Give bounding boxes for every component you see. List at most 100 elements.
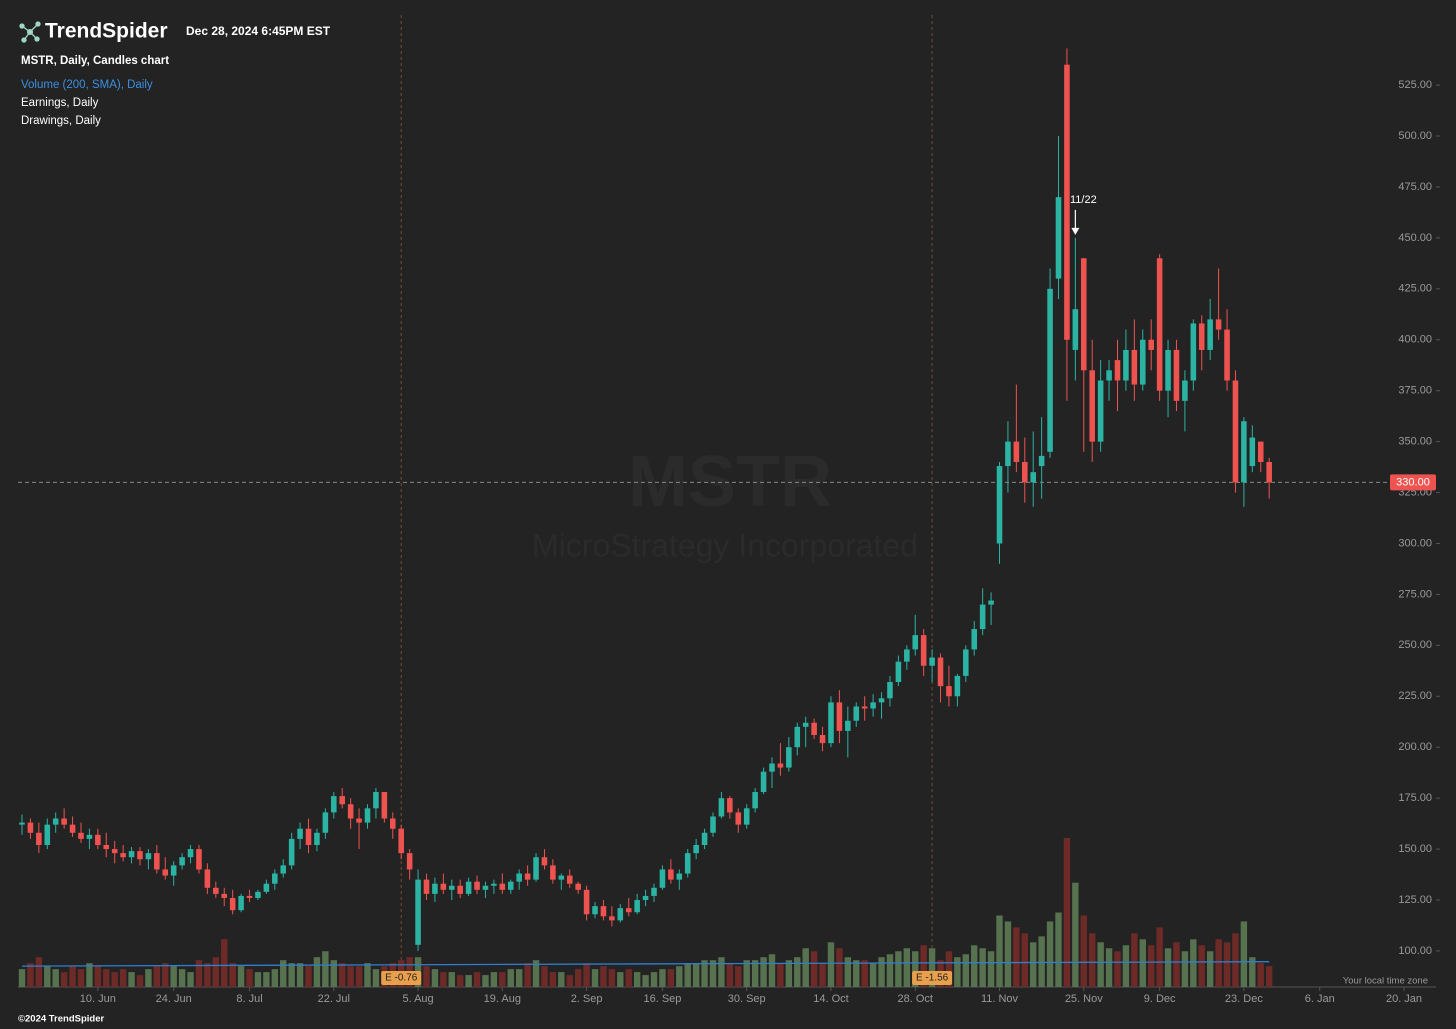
candle-body [600,906,607,917]
candle-body [78,832,84,839]
volume-bar [1063,838,1071,987]
candle-body [870,702,876,709]
candle-body [920,635,927,666]
y-tick-label: 200.00 [1398,741,1432,753]
x-tick-label: 19. Aug [484,993,521,1005]
volume-bar [136,975,144,987]
x-tick-label: 10. Jun [80,993,116,1005]
volume-bar [1013,927,1020,987]
candle-body [710,816,716,833]
candle-body [727,798,733,813]
volume-bar [642,975,649,987]
volume-bar [794,957,801,987]
volume-bar [246,969,253,987]
volume-bar [364,963,371,987]
y-tick-label: 175.00 [1398,792,1432,804]
candle-body [491,883,497,886]
volume-bar [322,951,329,987]
y-tick-label: 375.00 [1398,385,1432,397]
volume-bar [524,963,531,987]
volume-bar [996,915,1003,987]
annotation-arrowhead [1071,227,1080,235]
candle-body [19,822,25,825]
candle-body [221,893,228,898]
x-tick-label: 8. Jul [236,993,262,1005]
candle-body [583,889,590,915]
volume-bar [1114,951,1121,987]
candle-body [288,838,295,866]
candle-body [305,828,312,845]
candle-body [971,629,978,650]
volume-bar [1181,951,1189,987]
candle-body [339,796,346,805]
brand: TrendSpider [45,20,168,43]
candle-body [929,657,935,666]
volume-bar [187,972,194,987]
y-tick-label: 150.00 [1398,843,1432,855]
candles [19,48,1272,951]
volume-bar [52,969,59,987]
volume-bar [1046,921,1054,987]
volume-bar [263,972,270,987]
candle-body [1249,437,1256,467]
volume-bar [617,972,624,987]
volume-bar [591,969,599,987]
volume-bar [1131,933,1138,987]
volume-bar [726,963,734,987]
candle-body [1215,319,1222,330]
candle-body [1047,288,1053,452]
candle-body [979,604,986,630]
y-tick-label: 250.00 [1398,639,1432,651]
volume-bar [836,948,843,987]
volume-bar [456,975,464,987]
volume-bar [44,966,51,987]
volume-bar [709,960,717,987]
volume-bar [827,942,835,987]
volume-bar [153,966,161,987]
volume-bar [1097,942,1104,987]
candle-body [1114,360,1121,381]
candle-body [69,824,76,833]
volume-bar [103,969,110,987]
candle-body [1165,349,1171,391]
volume-bar [296,963,304,987]
y-tick-label: 100.00 [1398,945,1432,957]
candle-body [322,812,329,833]
candle-body [684,853,691,874]
volume-bar [1089,933,1096,987]
volume-bar [1198,945,1205,987]
candle-body [1241,421,1247,483]
candle-body [575,883,581,890]
volume-bar [1139,939,1146,987]
volume-bar [178,969,186,987]
candle-body [1131,349,1138,385]
candle-body [1013,441,1020,462]
volume-bar [330,960,337,987]
x-tick-label: 24. Jun [156,993,192,1005]
volume-bar [1105,948,1113,987]
volume-bar [1249,957,1256,987]
volume-bar [465,975,472,987]
y-tick-label: 425.00 [1398,283,1432,295]
volume-bar [111,972,118,987]
volume-bar [162,963,169,987]
volume-bar [1164,948,1172,987]
candle-body [44,824,51,845]
candle-body [103,844,110,850]
candle-body [777,763,784,768]
volume-bar [903,948,911,987]
candle-body [1005,441,1011,467]
y-tick-label: 450.00 [1398,232,1432,244]
candle-body [381,792,388,819]
candle-body [204,869,211,888]
candle-body [95,834,101,845]
candle-body [550,865,556,880]
candle-body [1148,339,1154,350]
volume-bar [979,948,986,987]
timestamp: Dec 28, 2024 6:45PM EST [186,24,331,38]
candle-body [760,771,767,793]
volume-bar [229,963,236,987]
volume-bar [853,960,860,987]
